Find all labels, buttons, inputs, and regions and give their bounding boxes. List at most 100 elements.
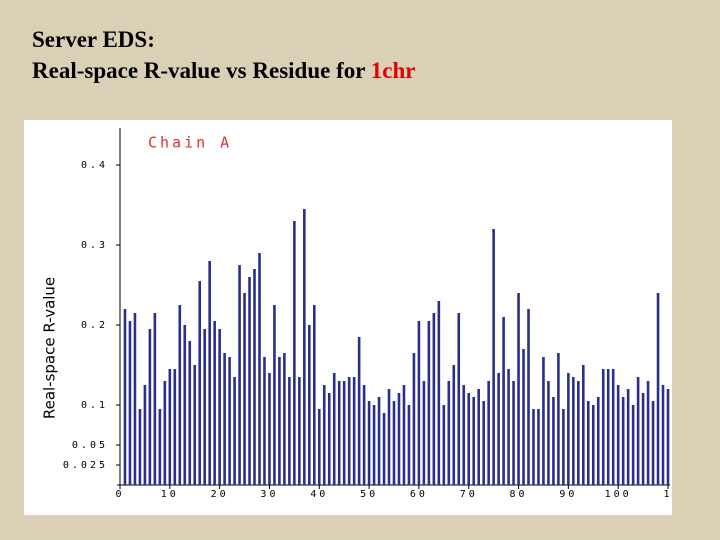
bar [303, 209, 306, 485]
bar [646, 381, 650, 485]
bar [437, 301, 441, 485]
bar [407, 405, 411, 485]
bar [477, 389, 480, 485]
bar [288, 377, 291, 485]
bar [128, 321, 132, 485]
bar [263, 357, 266, 485]
bar [228, 357, 231, 485]
y-tick-label: 0.3 [81, 240, 108, 251]
bar [387, 389, 391, 485]
bar [467, 393, 471, 485]
bar [293, 221, 296, 485]
bar [631, 405, 635, 485]
y-tick-label: 0.05 [72, 440, 108, 451]
bar [138, 409, 142, 485]
bar [352, 377, 356, 485]
bar [148, 329, 152, 485]
bar [188, 341, 192, 485]
bar [367, 401, 371, 485]
bar [298, 377, 301, 485]
bar [616, 385, 620, 485]
bar [502, 317, 505, 485]
bar [596, 397, 600, 485]
bar [507, 369, 510, 485]
bar [577, 381, 580, 485]
bar [198, 281, 202, 485]
bar [143, 385, 147, 485]
bar [532, 409, 535, 485]
bar [163, 381, 167, 485]
bar [611, 369, 615, 485]
bar [337, 381, 341, 485]
title-highlight: 1chr [370, 58, 416, 83]
bar [203, 329, 206, 485]
bar [547, 381, 550, 485]
bar [482, 401, 485, 485]
bar [178, 305, 182, 485]
bar [218, 329, 221, 485]
bar [278, 357, 281, 485]
bar [552, 397, 555, 485]
x-tick-label: 100 [605, 489, 632, 500]
bar [452, 365, 456, 485]
bar [213, 321, 216, 485]
bar [621, 397, 625, 485]
x-tick-label: 80 [510, 489, 528, 500]
bar [183, 325, 187, 485]
bar [382, 413, 386, 485]
bar [327, 393, 331, 485]
bar [586, 401, 590, 485]
bar [208, 261, 211, 485]
bar [223, 353, 226, 485]
x-tick-label: 20 [211, 489, 229, 500]
bar [332, 373, 336, 485]
bar [233, 377, 236, 485]
bar [557, 353, 560, 485]
bar [173, 369, 177, 485]
bar [606, 369, 610, 485]
bar [308, 325, 311, 485]
bar [158, 409, 162, 485]
bar [193, 365, 197, 485]
bar [487, 381, 490, 485]
bar [322, 385, 326, 485]
bar [537, 409, 540, 485]
bar [153, 313, 157, 485]
y-axis-label: Real-space R-value [41, 277, 59, 419]
x-tick-label: 50 [360, 489, 378, 500]
bar [651, 401, 655, 485]
bar [527, 309, 530, 485]
bar [283, 353, 286, 485]
bar [591, 405, 595, 485]
bar [123, 309, 127, 485]
chart-annotation: Chain A [148, 134, 232, 152]
title-text: Real-space R-value vs Residue for [32, 58, 371, 83]
bar [412, 353, 416, 485]
bar [347, 377, 351, 485]
bar [462, 385, 466, 485]
bar [168, 369, 172, 485]
bar [661, 385, 665, 485]
bar [357, 337, 361, 485]
bar [582, 365, 585, 485]
bar [601, 369, 605, 485]
bar [542, 357, 545, 485]
bar [562, 409, 565, 485]
bar [517, 293, 520, 485]
y-tick-label: 0.025 [63, 460, 108, 471]
bar [397, 393, 401, 485]
bar [243, 293, 246, 485]
bar [442, 405, 446, 485]
bar [317, 409, 321, 485]
y-tick-label: 0.2 [81, 320, 108, 331]
bar [447, 381, 451, 485]
bar [572, 377, 575, 485]
bar [422, 381, 426, 485]
x-tick-label: 30 [260, 489, 278, 500]
bar [362, 385, 366, 485]
bar [522, 349, 525, 485]
x-tick-label: 70 [460, 489, 478, 500]
bar [248, 277, 251, 485]
bar [273, 305, 276, 485]
